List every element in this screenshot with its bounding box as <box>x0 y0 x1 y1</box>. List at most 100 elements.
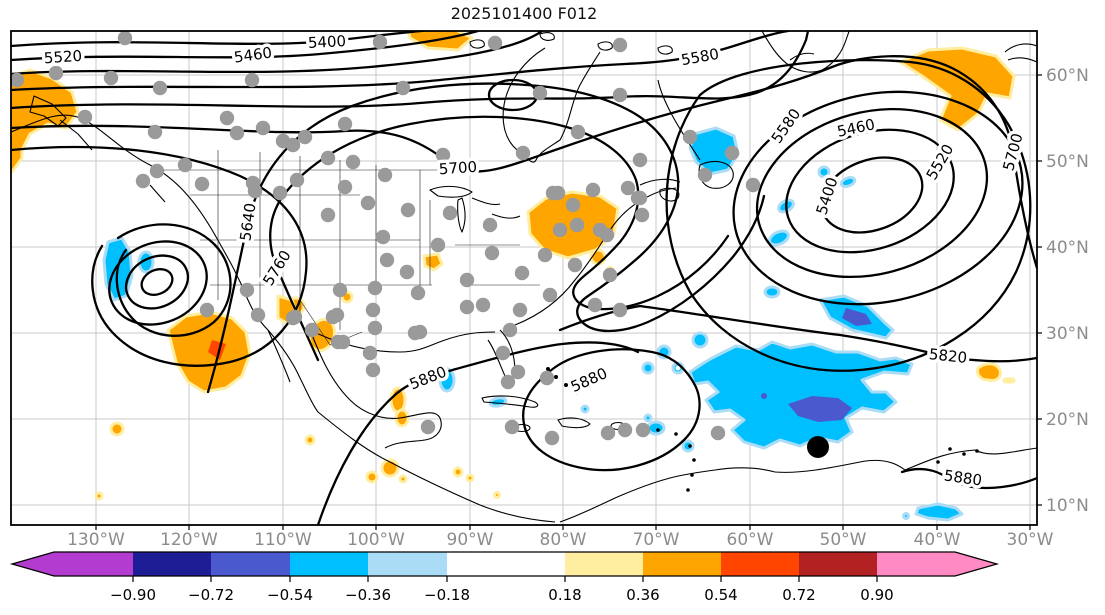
station-dot <box>239 282 255 298</box>
station-dot <box>400 202 416 218</box>
lon-tick-label: 50°W <box>820 530 867 550</box>
blue-core-dot <box>761 393 767 399</box>
contour-label: 5640 <box>236 202 259 242</box>
station-dot <box>459 299 475 315</box>
station-dot <box>337 179 353 195</box>
station-dot <box>329 307 345 323</box>
colorbar-segment <box>721 552 799 576</box>
station-dot <box>365 362 381 378</box>
colorbar-outline <box>9 551 1000 577</box>
contour-label: 5460 <box>835 115 876 141</box>
station-dot <box>475 297 491 313</box>
orange-patch-small <box>365 470 379 484</box>
station-dot <box>600 425 616 441</box>
contour-label: 5460 <box>233 43 273 66</box>
station-dot <box>635 422 651 438</box>
orange-patch-small <box>493 491 501 499</box>
station-dot <box>515 145 531 161</box>
cyan-patch-atlantic-main <box>688 340 914 450</box>
station-dot <box>244 72 260 88</box>
lat-tick-label: 60°N <box>1046 66 1089 86</box>
station-dot <box>682 129 698 145</box>
contour-label: 5880 <box>568 364 610 396</box>
station-dot <box>289 172 305 188</box>
station-dot <box>482 217 498 233</box>
station-dot <box>272 185 288 201</box>
station-dot <box>285 137 301 153</box>
colorbar-segment <box>643 552 721 576</box>
station-dot <box>552 222 568 238</box>
contour-label: 5400 <box>813 175 842 217</box>
station-dot <box>634 207 650 223</box>
lon-tick-label: 110°W <box>254 530 312 550</box>
colorbar-segment <box>447 552 565 576</box>
colorbar-segment <box>133 552 211 576</box>
lat-tick-label: 40°N <box>1046 238 1089 258</box>
station-dot <box>11 72 25 88</box>
station-dot <box>367 320 383 336</box>
station-dot <box>697 167 713 183</box>
station-dot <box>407 325 423 341</box>
station-dot <box>285 310 301 326</box>
colorbar-segment <box>211 552 290 576</box>
station-dot <box>545 185 561 201</box>
station-dot <box>395 80 411 96</box>
station-dot <box>147 124 163 140</box>
station-dot <box>612 302 628 318</box>
orange-patch-se-ocean <box>976 362 1002 382</box>
station-dot <box>500 374 516 390</box>
colorbar-tick-label: 0.54 <box>704 586 737 604</box>
station-dot <box>569 217 585 233</box>
station-dot <box>375 229 391 245</box>
station-dot <box>487 35 503 51</box>
station-dot <box>724 145 740 161</box>
station-dot <box>512 302 528 318</box>
station-dot <box>617 422 633 438</box>
lat-tick-label: 50°N <box>1046 152 1089 172</box>
station-dot <box>360 195 376 211</box>
station-dot <box>399 264 415 280</box>
cyan-patch-small <box>641 361 655 375</box>
station-dot <box>410 285 426 301</box>
contour-label: 5700 <box>999 131 1026 173</box>
station-dot <box>632 152 648 168</box>
shaded-anomaly-patches <box>11 31 1016 522</box>
orange-patch-small <box>94 491 104 501</box>
contour-lines <box>11 31 1037 525</box>
station-dot <box>229 125 245 141</box>
station-dot <box>103 70 119 86</box>
orange-patch-small <box>109 421 125 437</box>
colorbar-tick-label: 0.18 <box>548 586 581 604</box>
station-dot <box>539 370 555 386</box>
station-dot <box>587 297 603 313</box>
cyan-patch-small <box>681 439 695 453</box>
station-dot <box>304 322 320 338</box>
station-dot <box>745 177 761 193</box>
station-dot <box>365 302 381 318</box>
station-dot <box>544 430 560 446</box>
cyan-patch-inner-low <box>839 176 857 188</box>
cyan-patch-small <box>817 165 831 179</box>
lon-tick-label: 80°W <box>540 530 587 550</box>
colorbar-segment <box>565 552 643 576</box>
station-dot <box>335 334 351 350</box>
orange-patch-small <box>304 434 316 446</box>
lon-tick-label: 120°W <box>160 530 218 550</box>
colorbar-tick-label: 0.36 <box>626 586 659 604</box>
station-dot <box>430 237 446 253</box>
station-dot <box>297 129 313 145</box>
cyan-patch-small <box>643 413 653 423</box>
colorbar-right-arrow <box>955 552 997 576</box>
station-dot <box>320 150 336 166</box>
station-dot <box>510 364 526 380</box>
station-dot <box>372 34 388 50</box>
blue-core-atlantic <box>788 396 852 422</box>
orange-patch-dash <box>1002 377 1016 384</box>
station-dot <box>442 205 458 221</box>
axis-ticks <box>95 74 1042 530</box>
station-dot <box>152 80 168 96</box>
cyan-patch-cuba <box>488 396 508 408</box>
station-dot <box>117 31 133 46</box>
lat-tick-label: 30°N <box>1046 324 1089 344</box>
